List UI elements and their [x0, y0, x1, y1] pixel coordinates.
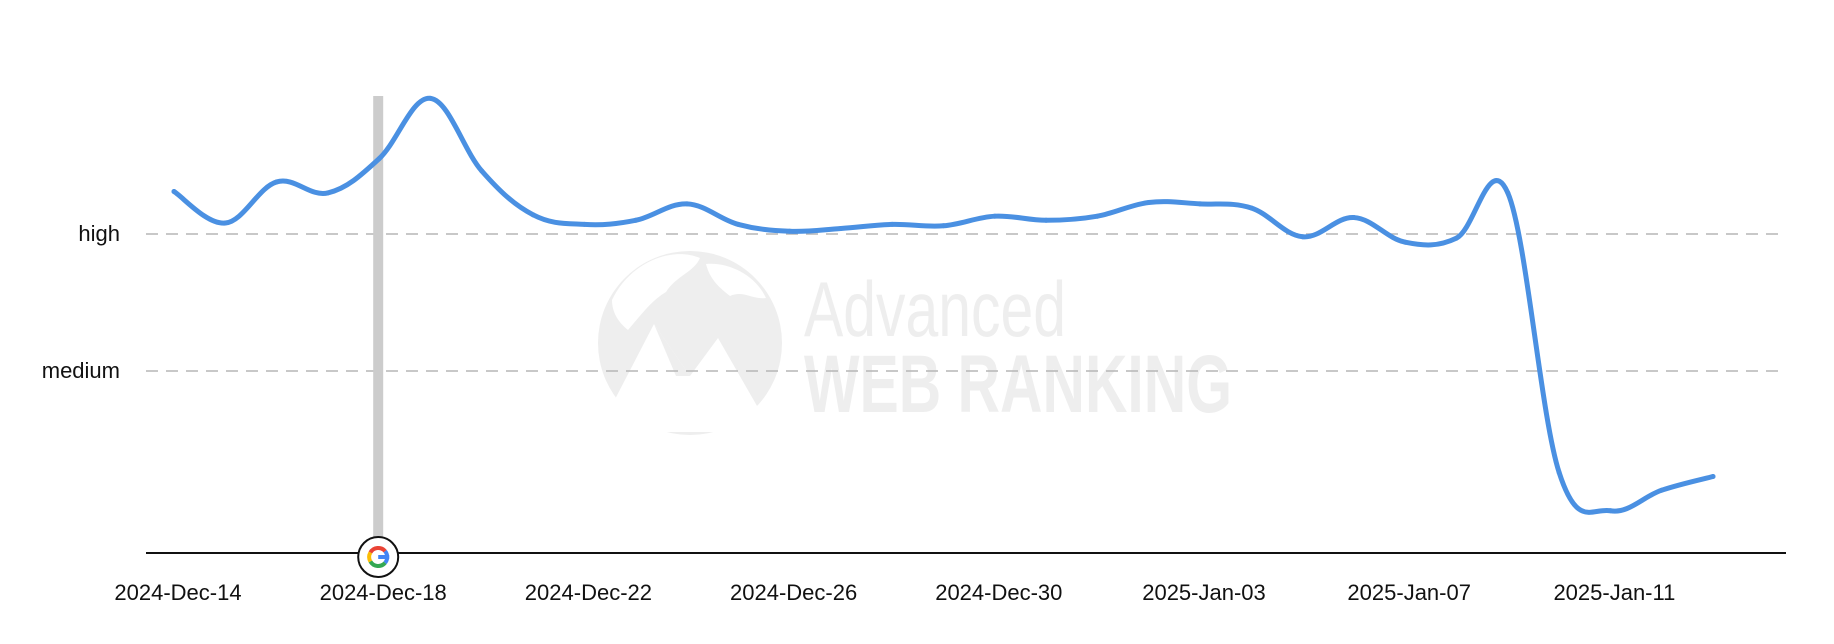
- data-point[interactable]: [428, 95, 433, 101]
- watermark-text-line1: Advanced: [804, 265, 1066, 353]
- x-tick-label: 2024-Dec-26: [730, 580, 857, 605]
- data-point[interactable]: [479, 168, 485, 174]
- data-point[interactable]: [838, 226, 844, 232]
- watermark-logo: Advanced WEB RANKING: [598, 251, 1232, 435]
- google-g-bar: [378, 555, 390, 559]
- data-point[interactable]: [222, 220, 228, 226]
- data-point[interactable]: [325, 190, 331, 196]
- google-g-arc: [368, 560, 387, 568]
- data-point[interactable]: [1094, 213, 1100, 219]
- data-point[interactable]: [376, 156, 382, 162]
- data-point[interactable]: [684, 201, 690, 207]
- google-g-icon: [367, 546, 390, 568]
- x-tick-label: 2024-Dec-18: [320, 580, 447, 605]
- data-point[interactable]: [1300, 234, 1306, 240]
- data-point[interactable]: [1248, 205, 1254, 211]
- data-point[interactable]: [1146, 199, 1152, 205]
- data-point[interactable]: [581, 221, 587, 227]
- google-g-arc: [367, 551, 373, 563]
- x-tick-label: 2025-Jan-11: [1553, 580, 1675, 605]
- data-point[interactable]: [171, 189, 177, 195]
- x-tick-label: 2025-Jan-03: [1142, 580, 1266, 605]
- x-axis-tick-labels: 2024-Dec-14 2024-Dec-18 2024-Dec-22 2024-De…: [114, 580, 1675, 605]
- y-axis-labels: high medium: [42, 221, 120, 383]
- data-point[interactable]: [1556, 469, 1562, 475]
- data-point[interactable]: [1710, 473, 1716, 479]
- x-tick-label: 2024-Dec-14: [114, 580, 241, 605]
- data-point[interactable]: [941, 223, 946, 229]
- x-tick-label: 2025-Jan-07: [1347, 580, 1471, 605]
- x-tick-label: 2024-Dec-22: [525, 580, 652, 605]
- data-point[interactable]: [530, 212, 536, 218]
- data-point[interactable]: [889, 221, 895, 227]
- data-point[interactable]: [1454, 235, 1459, 241]
- y-tick-label-high: high: [78, 221, 120, 246]
- data-point[interactable]: [1197, 201, 1203, 207]
- data-point[interactable]: [992, 213, 998, 219]
- data-point[interactable]: [787, 228, 793, 234]
- data-point[interactable]: [1659, 487, 1665, 493]
- data-point[interactable]: [274, 179, 280, 185]
- data-point[interactable]: [735, 221, 741, 227]
- data-point[interactable]: [1043, 217, 1049, 223]
- google-g-arc: [368, 546, 387, 554]
- series-group: [171, 95, 1716, 515]
- x-tick-label: 2024-Dec-30: [935, 580, 1062, 605]
- data-point[interactable]: [633, 217, 639, 223]
- data-point[interactable]: [1351, 215, 1357, 221]
- globe-icon: [598, 251, 782, 435]
- update-marker-band: [373, 96, 384, 553]
- data-point[interactable]: [1505, 190, 1511, 196]
- google-update-icon[interactable]: [357, 536, 400, 578]
- data-point[interactable]: [1402, 239, 1408, 245]
- data-point[interactable]: [1607, 508, 1613, 514]
- y-gridlines: [146, 233, 1786, 372]
- y-tick-label-medium: medium: [42, 358, 120, 383]
- watermark-text-line2: WEB RANKING: [804, 339, 1232, 430]
